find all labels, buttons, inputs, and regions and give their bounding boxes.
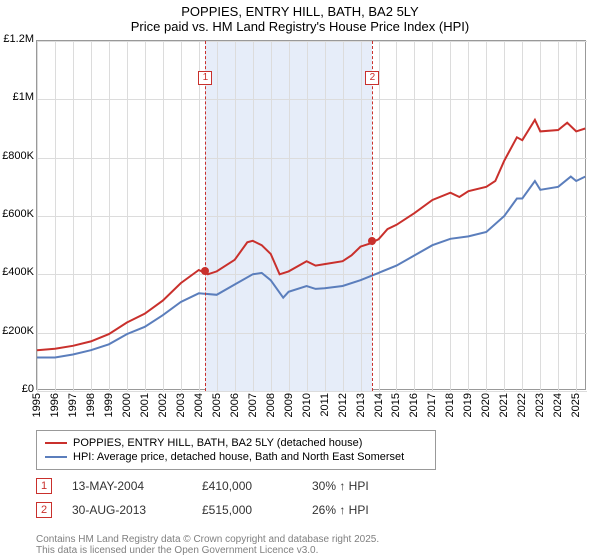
x-axis-label: 2016 (408, 393, 420, 417)
transaction-price-2: £515,000 (202, 503, 312, 517)
gridline-y (37, 391, 587, 392)
x-axis-label: 1999 (103, 393, 115, 417)
x-axis-label: 2009 (283, 393, 295, 417)
series-hpi (37, 177, 585, 358)
x-axis-label: 2015 (390, 393, 402, 417)
transaction-date-2: 30-AUG-2013 (72, 503, 202, 517)
legend-label-hpi: HPI: Average price, detached house, Bath… (73, 451, 404, 463)
x-axis-label: 2023 (534, 393, 546, 417)
chart-lines (37, 41, 587, 391)
marker-line-1 (205, 41, 206, 391)
legend-row-hpi: HPI: Average price, detached house, Bath… (45, 451, 427, 463)
marker-badge-1: 1 (198, 71, 212, 85)
x-axis-label: 2011 (319, 393, 331, 417)
y-axis-label: £1.2M (0, 33, 34, 45)
x-axis-label: 2005 (211, 393, 223, 417)
x-axis-label: 1998 (85, 393, 97, 417)
x-axis-label: 2025 (570, 393, 582, 417)
x-axis-label: 2013 (355, 393, 367, 417)
y-axis-label: £200K (0, 325, 34, 337)
transaction-pct-2: 26% ↑ HPI (312, 503, 412, 517)
x-axis-label: 2024 (552, 393, 564, 417)
y-axis-label: £600K (0, 208, 34, 220)
legend: POPPIES, ENTRY HILL, BATH, BA2 5LY (deta… (36, 430, 436, 470)
x-axis-label: 2022 (516, 393, 528, 417)
x-axis-label: 2000 (121, 393, 133, 417)
transaction-row-1: 1 13-MAY-2004 £410,000 30% ↑ HPI (36, 478, 412, 494)
x-axis-label: 2010 (301, 393, 313, 417)
y-axis-label: £1M (0, 91, 34, 103)
x-axis-label: 2002 (157, 393, 169, 417)
legend-label-property: POPPIES, ENTRY HILL, BATH, BA2 5LY (deta… (73, 437, 362, 449)
x-axis-label: 2012 (337, 393, 349, 417)
x-axis-label: 2004 (193, 393, 205, 417)
y-axis-label: £0 (0, 383, 34, 395)
transaction-row-2: 2 30-AUG-2013 £515,000 26% ↑ HPI (36, 502, 412, 518)
chart-title: POPPIES, ENTRY HILL, BATH, BA2 5LY Price… (0, 0, 600, 34)
y-axis-label: £800K (0, 150, 34, 162)
x-axis-label: 2021 (498, 393, 510, 417)
transaction-pct-1: 30% ↑ HPI (312, 479, 412, 493)
footer: Contains HM Land Registry data © Crown c… (36, 534, 379, 556)
series-property (37, 120, 585, 350)
transaction-badge-1: 1 (36, 478, 52, 494)
legend-swatch-hpi (45, 456, 67, 458)
chart-plot-area: 12 (36, 40, 586, 390)
title-line-1: POPPIES, ENTRY HILL, BATH, BA2 5LY (0, 4, 600, 19)
y-axis-label: £400K (0, 266, 34, 278)
x-axis-label: 2018 (444, 393, 456, 417)
marker-line-2 (372, 41, 373, 391)
footer-line-2: This data is licensed under the Open Gov… (36, 545, 379, 556)
transaction-price-1: £410,000 (202, 479, 312, 493)
legend-row-property: POPPIES, ENTRY HILL, BATH, BA2 5LY (deta… (45, 437, 427, 449)
marker-dot-1 (201, 267, 209, 275)
x-axis-label: 1997 (67, 393, 79, 417)
x-axis-label: 2001 (139, 393, 151, 417)
x-axis-label: 1995 (31, 393, 43, 417)
x-axis-label: 2008 (265, 393, 277, 417)
x-axis-label: 2019 (462, 393, 474, 417)
x-axis-label: 2006 (229, 393, 241, 417)
x-axis-label: 2007 (247, 393, 259, 417)
transaction-date-1: 13-MAY-2004 (72, 479, 202, 493)
x-axis-label: 2003 (175, 393, 187, 417)
marker-dot-2 (368, 237, 376, 245)
x-axis-label: 2020 (480, 393, 492, 417)
footer-line-1: Contains HM Land Registry data © Crown c… (36, 534, 379, 545)
x-axis-label: 1996 (49, 393, 61, 417)
x-axis-label: 2014 (373, 393, 385, 417)
x-axis-label: 2017 (426, 393, 438, 417)
title-line-2: Price paid vs. HM Land Registry's House … (0, 19, 600, 34)
legend-swatch-property (45, 442, 67, 444)
marker-badge-2: 2 (365, 71, 379, 85)
transaction-badge-2: 2 (36, 502, 52, 518)
